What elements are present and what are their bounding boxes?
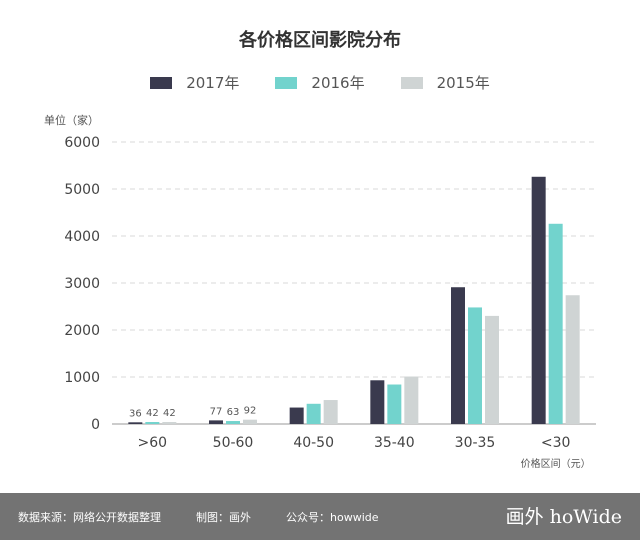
y-tick-label: 2000: [64, 323, 100, 339]
legend-swatch-2015: [400, 76, 423, 89]
legend-label-2017: 2017年: [186, 74, 240, 92]
data-label: 42: [163, 408, 176, 419]
bar: [226, 421, 240, 424]
legend-swatch-2016: [275, 76, 298, 89]
bar: [468, 307, 482, 424]
legend-item-2017: 2017年: [150, 72, 239, 93]
data-label: 77: [210, 406, 223, 417]
bar: [162, 422, 177, 424]
y-tick-label: 1000: [64, 370, 100, 386]
x-tick-label: 30-35: [455, 435, 496, 451]
footer-source: 数据来源：网络公开数据整理: [18, 511, 161, 524]
x-tick-label: 40-50: [293, 435, 334, 451]
data-label: 42: [146, 408, 159, 419]
bar: [548, 223, 563, 424]
footer-account: 公众号：howwide: [286, 511, 379, 524]
legend-label-2015: 2015年: [436, 74, 490, 92]
y-tick-label: 0: [91, 417, 100, 433]
y-tick-label: 5000: [64, 182, 100, 198]
x-tick-label: 35-40: [374, 435, 415, 451]
data-label: 36: [129, 408, 142, 419]
y-axis-unit-label: 单位（家）: [44, 114, 99, 127]
footer-bar: 数据来源：网络公开数据整理 制图：画外 公众号：howwide 画外 hoWid…: [0, 493, 640, 540]
bar: [451, 287, 465, 424]
y-tick-label: 6000: [64, 135, 100, 151]
brand-logo: 画外 hoWide: [505, 506, 622, 528]
chart-title: 各价格区间影院分布: [239, 30, 401, 51]
bar: [306, 403, 321, 424]
bar: [387, 384, 402, 424]
bar: [404, 376, 419, 424]
y-tick-label: 4000: [64, 229, 100, 245]
bar: [531, 176, 546, 424]
bar: [565, 295, 580, 424]
bar: [243, 419, 257, 424]
bar: [323, 400, 338, 424]
chart-legend: 2017年 2016年 2015年: [0, 72, 640, 93]
bar: [145, 422, 160, 424]
bar: [289, 407, 304, 424]
footer-credit: 制图：画外: [196, 511, 251, 524]
bar: [128, 422, 143, 424]
legend-item-2016: 2016年: [275, 72, 365, 93]
bar: [209, 420, 223, 424]
x-axis-title: 价格区间（元）: [521, 457, 591, 470]
bar-chart: 0 1000 2000 3000 4000 5000 6000 36 42 42 >60 77 63 92…: [64, 135, 596, 470]
legend-swatch-2017: [150, 76, 173, 89]
data-label: 63: [227, 407, 240, 418]
legend-label-2016: 2016年: [311, 74, 365, 92]
x-tick-label: <30: [541, 435, 571, 451]
bar: [485, 315, 499, 424]
y-tick-label: 3000: [64, 276, 100, 292]
bar: [370, 380, 385, 424]
data-label: 92: [244, 406, 257, 417]
legend-item-2015: 2015年: [400, 72, 490, 93]
x-tick-label: >60: [138, 435, 168, 451]
x-tick-label: 50-60: [213, 435, 254, 451]
